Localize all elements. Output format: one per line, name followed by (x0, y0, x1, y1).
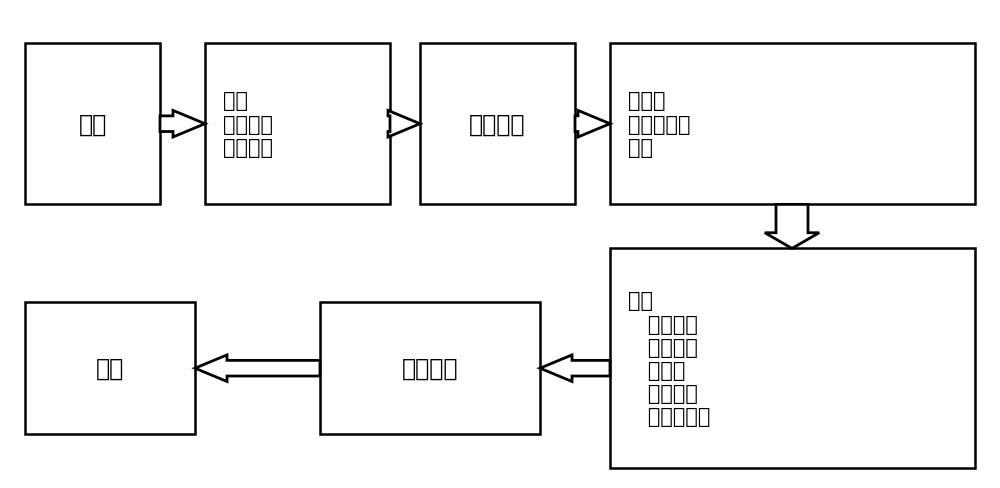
Bar (25, 44, 160, 205)
Polygon shape (765, 205, 819, 249)
Polygon shape (578, 111, 610, 138)
Bar (205, 44, 390, 205)
Bar (160, 117, 173, 132)
Text: 出舟: 出舟 (96, 356, 124, 381)
Polygon shape (388, 111, 420, 138)
Bar (25, 303, 195, 434)
Bar (610, 44, 975, 205)
Text: 扩散
   低温沉积
   升温推进
   再沉积
   高温推进
   高温再分布: 扩散 低温沉积 升温推进 再沉积 高温推进 高温再分布 (628, 291, 710, 427)
Text: 降温退火: 降温退火 (402, 356, 458, 381)
Bar (575, 117, 578, 132)
Bar (320, 303, 540, 434)
Polygon shape (195, 355, 320, 382)
Polygon shape (173, 111, 205, 138)
Text: 干氧氧化: 干氧氧化 (469, 112, 526, 137)
Bar (420, 44, 575, 205)
Polygon shape (540, 355, 610, 382)
Text: 预扩散
低温预沉积
升温: 预扩散 低温预沉积 升温 (628, 91, 690, 158)
Polygon shape (388, 111, 420, 138)
Bar (610, 249, 975, 468)
Text: 恒温
第一恒温
第二恒温: 恒温 第一恒温 第二恒温 (223, 91, 273, 158)
Polygon shape (160, 111, 205, 138)
Text: 进舟: 进舟 (78, 112, 107, 137)
Polygon shape (575, 111, 610, 138)
Bar (388, 117, 390, 132)
